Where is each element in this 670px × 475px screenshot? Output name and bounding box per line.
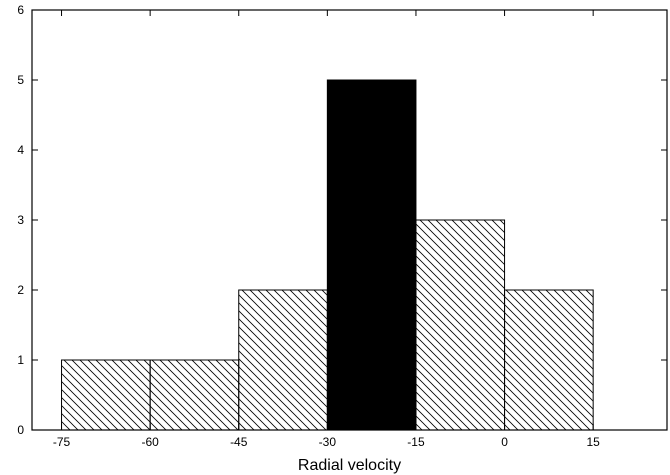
x-axis-label: Radial velocity	[298, 457, 401, 474]
x-tick-label: -60	[141, 435, 159, 449]
x-tick-label: 0	[501, 435, 508, 449]
ticks-group: -75 -60 -45 -30 -15 0 15 0 1 2 3 4 5 6	[17, 3, 667, 449]
histogram-bar-4	[326, 79, 417, 431]
histogram-bar-5	[415, 219, 506, 431]
y-tick-label: 2	[17, 283, 24, 297]
histogram-bar-3	[238, 289, 328, 431]
x-tick-label: 15	[586, 435, 600, 449]
x-tick-label: -15	[407, 435, 425, 449]
x-tick-label: -75	[53, 435, 71, 449]
x-tick-label: -45	[230, 435, 248, 449]
x-tick-label: -30	[319, 435, 337, 449]
y-tick-label: 6	[17, 3, 24, 17]
y-tick-label: 0	[17, 423, 24, 437]
bars-group	[61, 79, 594, 431]
histogram-bar-6	[504, 289, 594, 431]
y-tick-label: 1	[17, 353, 24, 367]
histogram-bar-2	[149, 359, 240, 431]
y-tick-label: 4	[17, 143, 24, 157]
y-tick-label: 3	[17, 213, 24, 227]
histogram-bar-1	[61, 359, 151, 431]
y-tick-label: 5	[17, 73, 24, 87]
